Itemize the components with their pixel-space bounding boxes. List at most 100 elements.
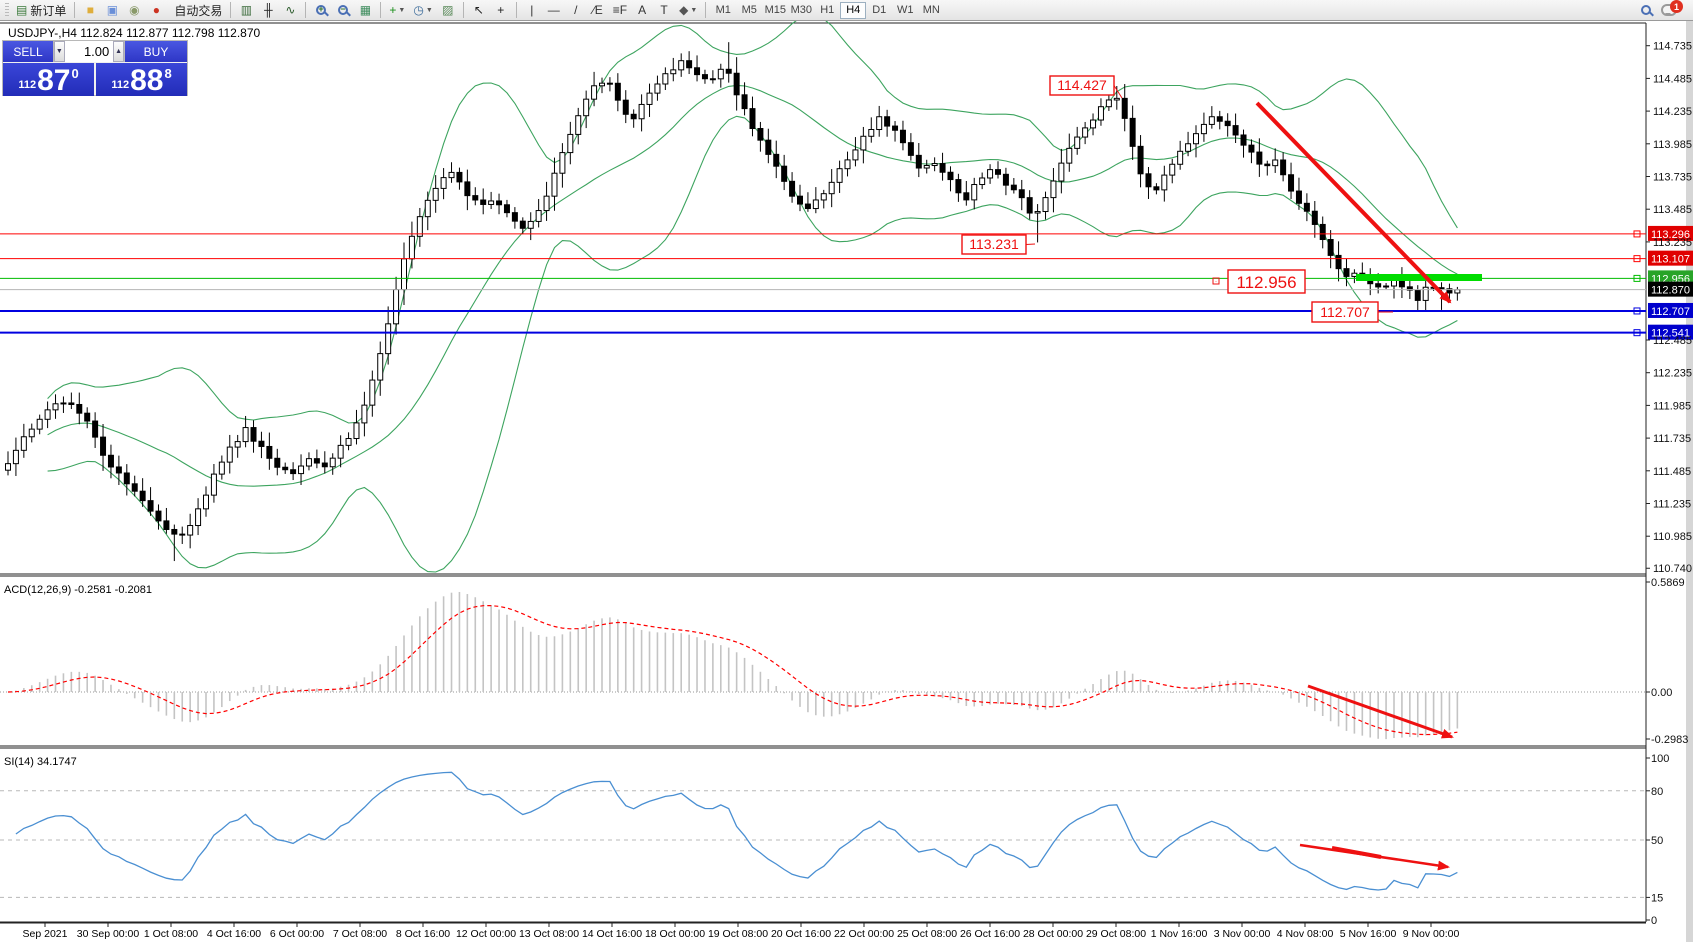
vertical-line-icon: | bbox=[530, 3, 534, 17]
zoom-in-button[interactable]: + bbox=[311, 1, 331, 19]
svg-text:113.735: 113.735 bbox=[1653, 172, 1692, 184]
tile-windows-icon: ▦ bbox=[359, 3, 372, 17]
signal-button[interactable]: ◉ bbox=[124, 1, 144, 19]
line-chart-button[interactable]: ∿ bbox=[280, 1, 300, 19]
svg-text:25 Oct 08:00: 25 Oct 08:00 bbox=[897, 928, 957, 940]
svg-text:12 Oct 00:00: 12 Oct 00:00 bbox=[456, 928, 516, 940]
timeframe-h4[interactable]: H4 bbox=[840, 1, 867, 19]
svg-text:30 Sep 00:00: 30 Sep 00:00 bbox=[77, 928, 140, 940]
price-callout bbox=[1311, 301, 1379, 323]
new-order-label: 新订单 bbox=[30, 3, 67, 18]
macd-label: ACD(12,26,9) -0.2581 -0.2081 bbox=[4, 584, 152, 596]
toolbar-separator bbox=[74, 2, 76, 18]
svg-text:1 Oct 08:00: 1 Oct 08:00 bbox=[144, 928, 198, 940]
toolbar-separator bbox=[305, 2, 307, 18]
price-callout bbox=[961, 234, 1027, 255]
svg-text:0: 0 bbox=[1651, 915, 1657, 927]
candlesticks bbox=[5, 42, 1461, 562]
svg-text:112.541: 112.541 bbox=[1651, 328, 1690, 340]
volume-decrease-button[interactable]: ▼ bbox=[54, 41, 65, 62]
text-label-icon: T bbox=[660, 3, 668, 17]
svg-text:111.985: 111.985 bbox=[1653, 400, 1691, 412]
add-indicator-button[interactable]: + ▼ bbox=[386, 1, 408, 19]
indicators-box-button[interactable]: ■ bbox=[80, 1, 100, 19]
chart-title: USDJPY-,H4 112.824 112.877 112.798 112.8… bbox=[8, 26, 261, 40]
svg-text:0.5869: 0.5869 bbox=[1651, 577, 1685, 589]
svg-text:113.235: 113.235 bbox=[1653, 237, 1692, 249]
buy-button[interactable]: BUY bbox=[125, 41, 187, 62]
horizontal-line-button[interactable]: — bbox=[544, 1, 564, 19]
svg-text:7 Oct 08:00: 7 Oct 08:00 bbox=[333, 928, 387, 940]
vertical-line-button[interactable]: | bbox=[522, 1, 542, 19]
depth-of-market-button[interactable]: ▣ bbox=[102, 1, 122, 19]
timeframe-m30[interactable]: M30 bbox=[790, 4, 812, 16]
timeframe-h1[interactable]: H1 bbox=[820, 4, 835, 16]
trendline-button[interactable]: / bbox=[566, 1, 586, 19]
svg-text:29 Oct 08:00: 29 Oct 08:00 bbox=[1086, 928, 1146, 940]
new-order-button[interactable]: ▤ 新订单 bbox=[13, 1, 69, 19]
bar-chart-button[interactable]: ▥ bbox=[236, 1, 256, 19]
auto-trading-icon: ● bbox=[152, 3, 160, 17]
svg-text:22 Oct 00:00: 22 Oct 00:00 bbox=[834, 928, 894, 940]
arrows-button[interactable]: ◆ ▼ bbox=[676, 1, 700, 19]
sell-price-prefix: 112 bbox=[18, 79, 37, 91]
template-button[interactable]: ▨ bbox=[438, 1, 458, 19]
toolbar-separator bbox=[230, 2, 232, 18]
buy-price-prefix: 112 bbox=[111, 79, 130, 91]
period-clock-button[interactable]: ◷ ▼ bbox=[410, 1, 435, 19]
tile-windows-button[interactable]: ▦ bbox=[355, 1, 375, 19]
candlestick-chart-button[interactable]: ╫ bbox=[258, 1, 278, 19]
trendline-icon: / bbox=[574, 3, 578, 17]
auto-trading-button[interactable]: ● bbox=[146, 1, 166, 19]
svg-text:13 Oct 08:00: 13 Oct 08:00 bbox=[519, 928, 579, 940]
svg-text:112.707: 112.707 bbox=[1651, 306, 1690, 318]
svg-text:5 Nov 16:00: 5 Nov 16:00 bbox=[1340, 928, 1397, 940]
svg-text:111.485: 111.485 bbox=[1653, 466, 1691, 478]
main-toolbar: ▤ 新订单 ■ ▣ ◉ ● 自动交易 ▥ ╫ ∿ + − ▦ + ▼ ◷ ▼ ▨ ↖ + | — / ∕E ≡F A T… bbox=[0, 0, 1693, 21]
buy-price-button[interactable]: 112 88 8 bbox=[96, 63, 187, 96]
text-button[interactable]: A bbox=[632, 1, 652, 19]
svg-text:100: 100 bbox=[1651, 753, 1669, 765]
auto-trading-label: 自动交易 bbox=[174, 3, 223, 18]
toolbar-grip bbox=[5, 3, 9, 17]
svg-text:14 Oct 16:00: 14 Oct 16:00 bbox=[582, 928, 642, 940]
zoom-in-icon: + bbox=[316, 4, 327, 15]
price-callout bbox=[1049, 75, 1115, 96]
volume-increase-button[interactable]: ▲ bbox=[113, 41, 125, 62]
sell-price-button[interactable]: 112 87 0 bbox=[3, 63, 94, 96]
svg-text:4 Nov 08:00: 4 Nov 08:00 bbox=[1277, 928, 1334, 940]
timeframe-mn[interactable]: MN bbox=[922, 4, 940, 16]
new-order-icon: ▤ bbox=[16, 3, 28, 17]
date-axis: Sep 2021 30 Sep 00:00 1 Oct 08:00 4 Oct 16:… bbox=[23, 923, 1460, 940]
channel-button[interactable]: ∕E bbox=[588, 1, 608, 19]
svg-text:15: 15 bbox=[1651, 892, 1663, 904]
rsi-panel: SI(14) 34.1747 100 80 50 15 0 bbox=[0, 753, 1669, 927]
timeframe-m1[interactable]: M1 bbox=[715, 4, 731, 16]
dropdown-arrow-icon: ▼ bbox=[690, 6, 698, 14]
svg-text:112.707: 112.707 bbox=[1320, 304, 1370, 320]
timeframe-w1[interactable]: W1 bbox=[897, 4, 914, 16]
volume-input[interactable] bbox=[64, 41, 114, 62]
sell-price-sup: 0 bbox=[71, 66, 79, 81]
svg-text:9 Nov 00:00: 9 Nov 00:00 bbox=[1403, 928, 1460, 940]
zoom-out-button[interactable]: − bbox=[333, 1, 353, 19]
svg-text:113.485: 113.485 bbox=[1653, 204, 1692, 216]
cursor-button[interactable]: ↖ bbox=[469, 1, 489, 19]
svg-text:1 Nov 16:00: 1 Nov 16:00 bbox=[1151, 928, 1208, 940]
search-icon[interactable] bbox=[1641, 5, 1651, 15]
svg-text:113.296: 113.296 bbox=[1651, 229, 1690, 241]
svg-text:18 Oct 00:00: 18 Oct 00:00 bbox=[645, 928, 705, 940]
timeframe-m5[interactable]: M5 bbox=[741, 4, 757, 16]
auto-trading-button[interactable]: 自动交易 bbox=[168, 1, 225, 19]
text-label-button[interactable]: T bbox=[654, 1, 674, 19]
timeframe-m15[interactable]: M15 bbox=[764, 4, 786, 16]
crosshair-button[interactable]: + bbox=[491, 1, 511, 19]
chart-window[interactable]: 113.296 113.107 112.956 112.870 112.707 112.5… bbox=[0, 14, 1693, 942]
fibonacci-button[interactable]: ≡F bbox=[610, 1, 630, 19]
svg-text:Sep 2021: Sep 2021 bbox=[23, 928, 68, 940]
zoom-out-icon: − bbox=[338, 4, 349, 15]
rsi-label: SI(14) 34.1747 bbox=[4, 756, 77, 768]
notifications-icon[interactable]: 1 bbox=[1661, 0, 1683, 16]
timeframe-d1[interactable]: D1 bbox=[872, 4, 887, 16]
sell-button[interactable]: SELL bbox=[3, 41, 53, 62]
